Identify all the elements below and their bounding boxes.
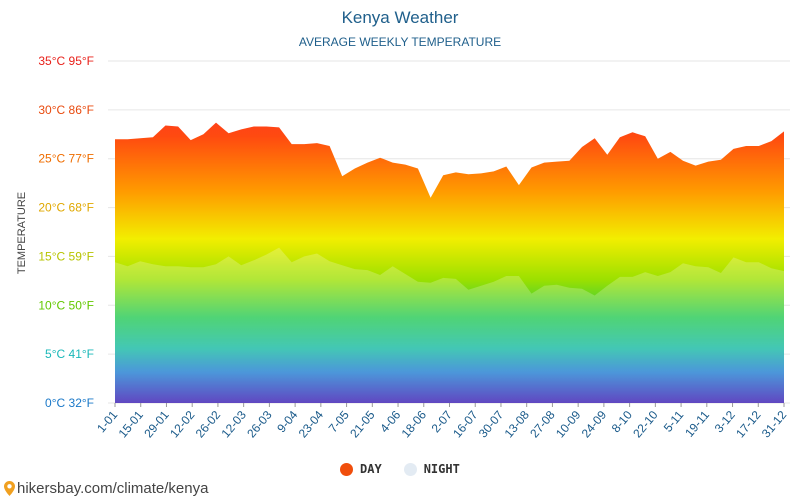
location-pin-icon (4, 481, 15, 496)
y-tick-label: 0°C 32°F (45, 396, 94, 410)
legend: DAY NIGHT (340, 462, 460, 476)
legend-item-night[interactable]: NIGHT (403, 462, 460, 476)
day-legend-dot (340, 462, 353, 476)
night-temperature-area (115, 247, 784, 403)
source-link[interactable]: hikersbay.com/climate/kenya (4, 480, 208, 497)
y-tick-label: 15°C 59°F (38, 249, 94, 263)
y-tick-labels: 35°C 95°F 30°C 86°F 25°C 77°F 20°C 68°F 15°C… (38, 54, 94, 410)
x-tick-label: 26-02 (193, 408, 224, 441)
temperature-chart: 35°C 95°F 30°C 86°F 25°C 77°F 20°C 68°F 15°C… (38, 54, 790, 441)
x-tick-label: 13-08 (502, 408, 533, 441)
x-tick-label: 12-03 (218, 408, 249, 441)
x-tick-label: 27-08 (527, 408, 558, 441)
night-legend-dot (403, 462, 417, 476)
x-tick-label: 26-03 (244, 408, 275, 441)
y-tick-label: 10°C 50°F (38, 298, 94, 312)
day-temperature-area (115, 122, 784, 403)
source-text: hikersbay.com/climate/kenya (17, 480, 209, 497)
x-tick-label: 16-07 (450, 408, 481, 441)
y-tick-label: 30°C 86°F (38, 103, 94, 117)
x-tick-label: 18-06 (399, 408, 430, 441)
x-tick-label: 19-11 (682, 408, 712, 440)
x-tick-label: 15-01 (116, 408, 147, 441)
y-tick-label: 20°C 68°F (38, 201, 94, 215)
y-tick-label: 35°C 95°F (38, 54, 94, 68)
y-tick-label: 5°C 41°F (45, 347, 94, 361)
x-tick-label: 10-09 (553, 408, 584, 441)
chart-title: Kenya Weather (341, 8, 459, 27)
x-tick-label: 12-02 (167, 408, 198, 441)
x-tick-label: 22-10 (630, 408, 661, 441)
legend-night-label: NIGHT (423, 462, 460, 476)
x-tick-label: 24-09 (579, 408, 610, 441)
legend-item-day[interactable]: DAY (340, 462, 382, 476)
x-tick-label: 29-01 (141, 408, 172, 441)
x-tick-label: 23-04 (296, 408, 327, 441)
chart-subtitle: AVERAGE WEEKLY TEMPERATURE (298, 35, 502, 49)
x-tick-label: 21-05 (347, 408, 378, 441)
y-tick-label: 25°C 77°F (38, 152, 94, 166)
x-tick-label: 30-07 (476, 408, 507, 441)
x-tick-label: 31-12 (759, 408, 790, 441)
x-tick-label: 17-12 (733, 408, 764, 441)
legend-day-label: DAY (360, 462, 382, 476)
